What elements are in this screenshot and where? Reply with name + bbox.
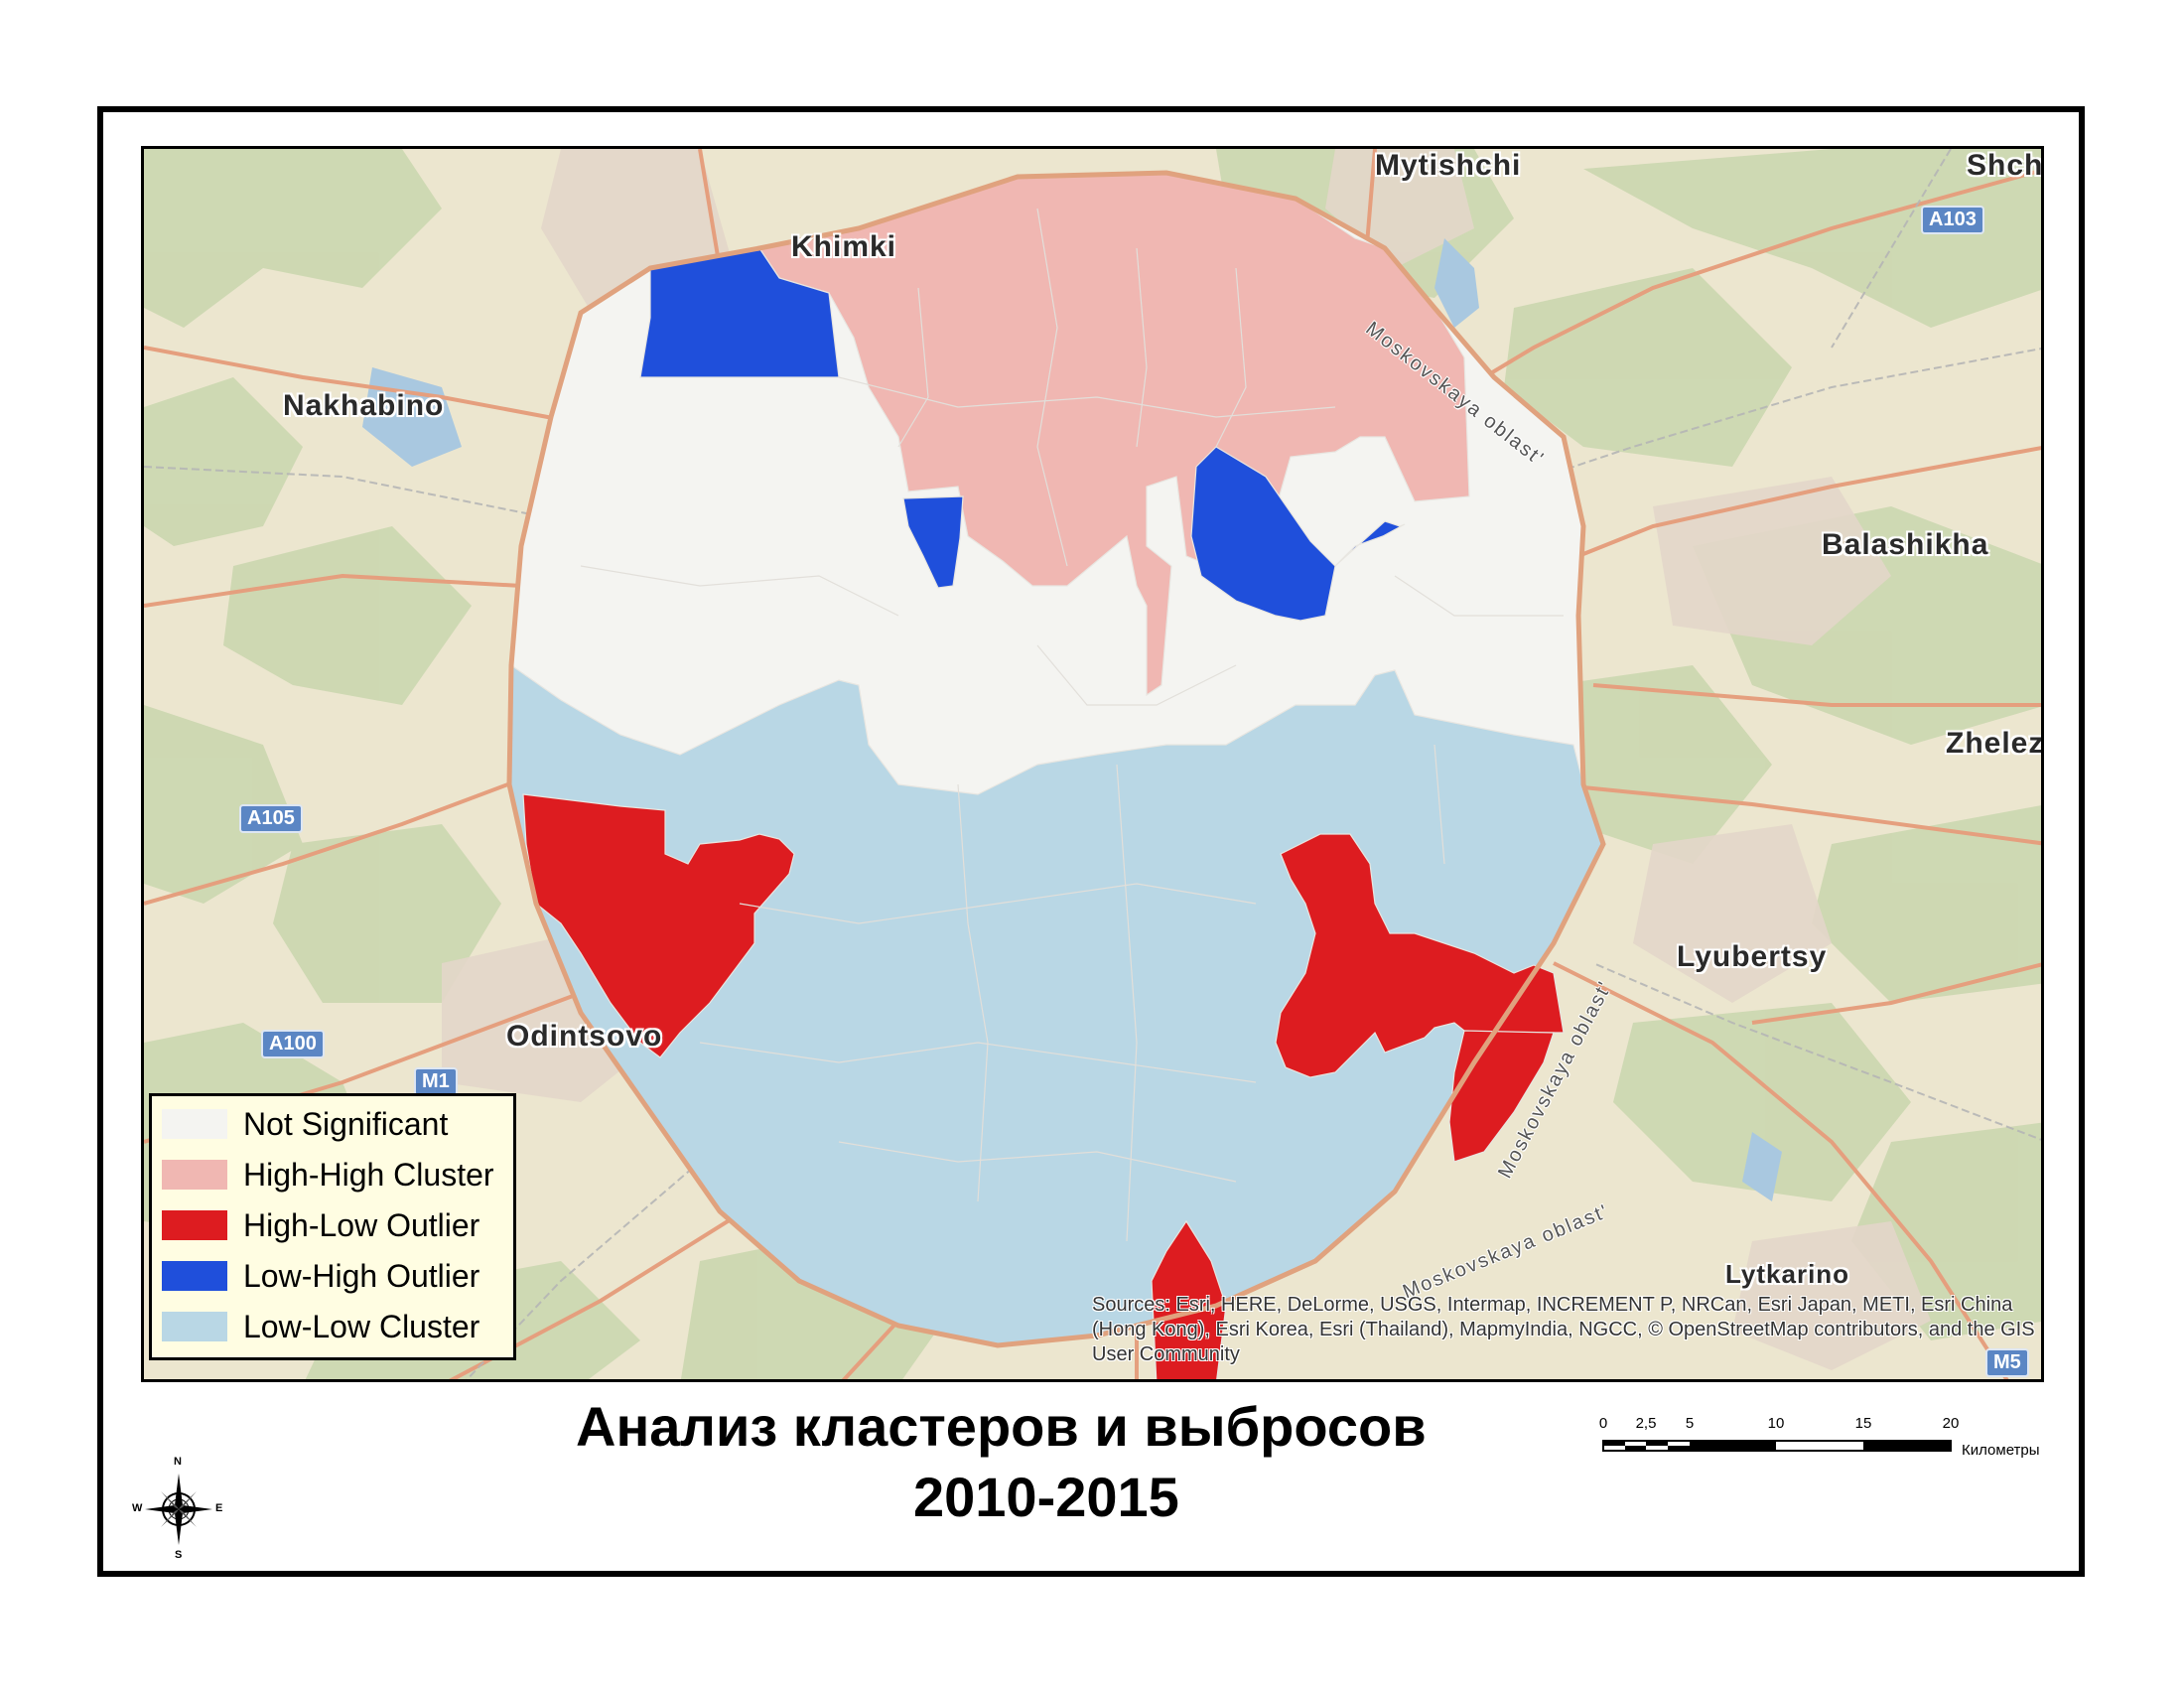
scale-tick-label: 5	[1685, 1415, 1695, 1432]
legend-label: Low-Low Cluster	[243, 1308, 480, 1344]
legend-item-not-significant: Not Significant	[162, 1104, 448, 1144]
legend-swatch-low-low	[162, 1312, 227, 1341]
north-arrow-compass: N S E W	[132, 1456, 223, 1561]
road-shield-m5: M5	[1985, 1348, 2029, 1377]
scale-tick-label: 2,5	[1635, 1415, 1657, 1432]
road-shield-a100: A100	[261, 1030, 325, 1058]
legend-swatch-high-high	[162, 1160, 227, 1190]
scale-unit-label: Километры	[1962, 1442, 2040, 1459]
compass-rose-icon	[145, 1474, 212, 1545]
legend-item-low-low: Low-Low Cluster	[162, 1307, 479, 1346]
legend-swatch-low-high	[162, 1261, 227, 1291]
scale-tick-label: 10	[1767, 1415, 1785, 1432]
district-high-low-west	[522, 793, 795, 1058]
map-layout-frame	[97, 106, 2085, 1577]
legend-label: High-High Cluster	[243, 1156, 494, 1193]
map-subtitle-years: 2010-2015	[913, 1466, 1179, 1528]
road-shield-a103: A103	[1921, 206, 1984, 234]
legend-item-low-high: Low-High Outlier	[162, 1256, 479, 1296]
scale-tick-label: 20	[1942, 1415, 1960, 1432]
place-label-zhelez: Zhelez	[1946, 727, 2044, 760]
scale-bar: 0 2,5 5 10 15 20	[1593, 1415, 2060, 1475]
district-polygons	[508, 172, 1604, 1379]
compass-e: E	[215, 1502, 223, 1514]
mkad-ring-road	[506, 170, 1606, 1348]
legend-item-high-low: High-Low Outlier	[162, 1205, 479, 1245]
scale-tick-label: 0	[1598, 1415, 1608, 1432]
place-label-lytkarino: Lytkarino	[1725, 1259, 1850, 1289]
road-shield-m1: M1	[414, 1067, 458, 1096]
legend-label: Not Significant	[243, 1105, 449, 1142]
map-legend: Not Significant High-High Cluster High-L…	[149, 1093, 516, 1360]
district-high-low-south	[1151, 1219, 1227, 1379]
road-shield-a105: A105	[239, 804, 303, 833]
scale-tick-label: 15	[1854, 1415, 1872, 1432]
place-label-shch: Shch	[1967, 149, 2044, 182]
district-low-high-small	[902, 495, 964, 589]
legend-swatch-high-low	[162, 1210, 227, 1240]
legend-label: High-Low Outlier	[243, 1206, 480, 1243]
place-label-mytishchi: Mytishchi	[1375, 149, 1522, 182]
map-title: Анализ кластеров и выбросов	[576, 1395, 1427, 1458]
legend-swatch-not-significant	[162, 1109, 227, 1139]
legend-item-high-high: High-High Cluster	[162, 1155, 494, 1195]
place-label-khimki: Khimki	[791, 230, 897, 263]
basemap-forest	[144, 149, 2041, 1379]
legend-label: Low-High Outlier	[243, 1257, 480, 1294]
place-label-lyubertsy: Lyubertsy	[1677, 940, 1828, 973]
map-credits: Sources: Esri, HERE, DeLorme, USGS, Inte…	[1092, 1294, 2035, 1365]
map-canvas	[144, 149, 2041, 1379]
compass-w: W	[132, 1502, 143, 1514]
compass-n: N	[174, 1456, 182, 1468]
district-low-high-nw	[639, 247, 840, 378]
compass-s: S	[175, 1549, 183, 1561]
place-label-nakhabino: Nakhabino	[283, 389, 445, 422]
district-low-high-north	[1190, 446, 1406, 622]
place-label-balashikha: Balashikha	[1822, 528, 1989, 561]
scale-bar-graphic	[1602, 1440, 1952, 1452]
place-label-odintsovo: Odintsovo	[506, 1020, 663, 1053]
